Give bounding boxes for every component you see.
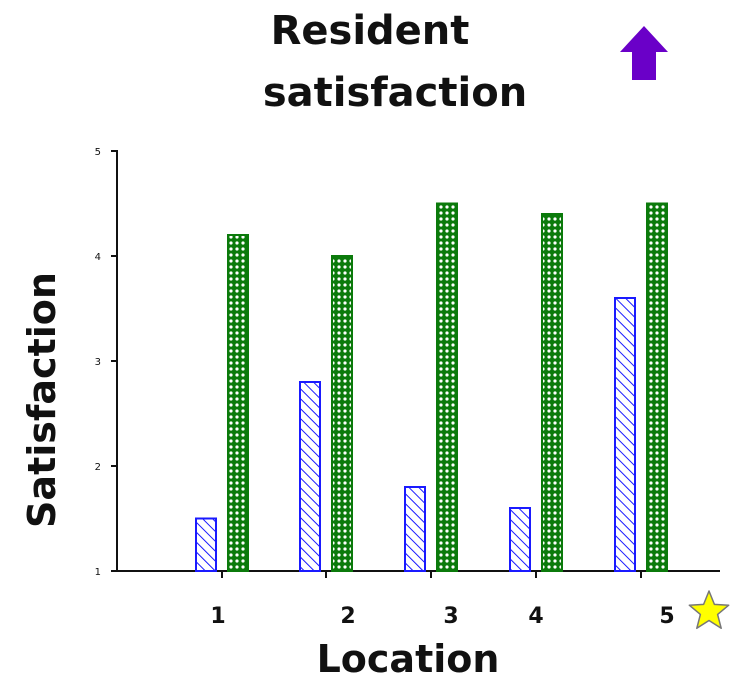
- y-axis-label: Satisfaction: [20, 272, 64, 528]
- y-tick-label: 4: [95, 252, 101, 263]
- bar-series-2-location-2: [331, 255, 353, 572]
- bar-series-1-location-4: [509, 507, 531, 572]
- x-tick-label: 2: [340, 604, 355, 629]
- up-arrow-icon: [620, 26, 668, 80]
- x-tick-label: 1: [210, 604, 225, 629]
- y-tick-label: 3: [95, 357, 101, 368]
- chart-title-line-1: Resident: [271, 8, 470, 54]
- y-tick-label: 5: [95, 147, 101, 158]
- y-tick-label: 1: [95, 567, 101, 578]
- bar-series-1-location-2: [299, 381, 321, 572]
- star-icon: [688, 590, 730, 630]
- x-tick-label: 4: [528, 604, 543, 629]
- bar-series-1-location-3: [404, 486, 426, 572]
- chart-title-line-2: satisfaction: [263, 70, 527, 116]
- bar-series-1-location-1: [195, 517, 217, 572]
- bar-series-2-location-1: [227, 234, 249, 572]
- bar-series-2-location-3: [436, 202, 458, 572]
- bar-series-2-location-4: [541, 213, 563, 572]
- bar-series-1-location-5: [614, 297, 636, 572]
- y-tick-label: 2: [95, 462, 101, 473]
- bar-series-2-location-5: [646, 202, 668, 572]
- x-tick-label: 5: [659, 604, 674, 629]
- x-tick-label: 3: [443, 604, 458, 629]
- x-axis-label: Location: [317, 637, 500, 679]
